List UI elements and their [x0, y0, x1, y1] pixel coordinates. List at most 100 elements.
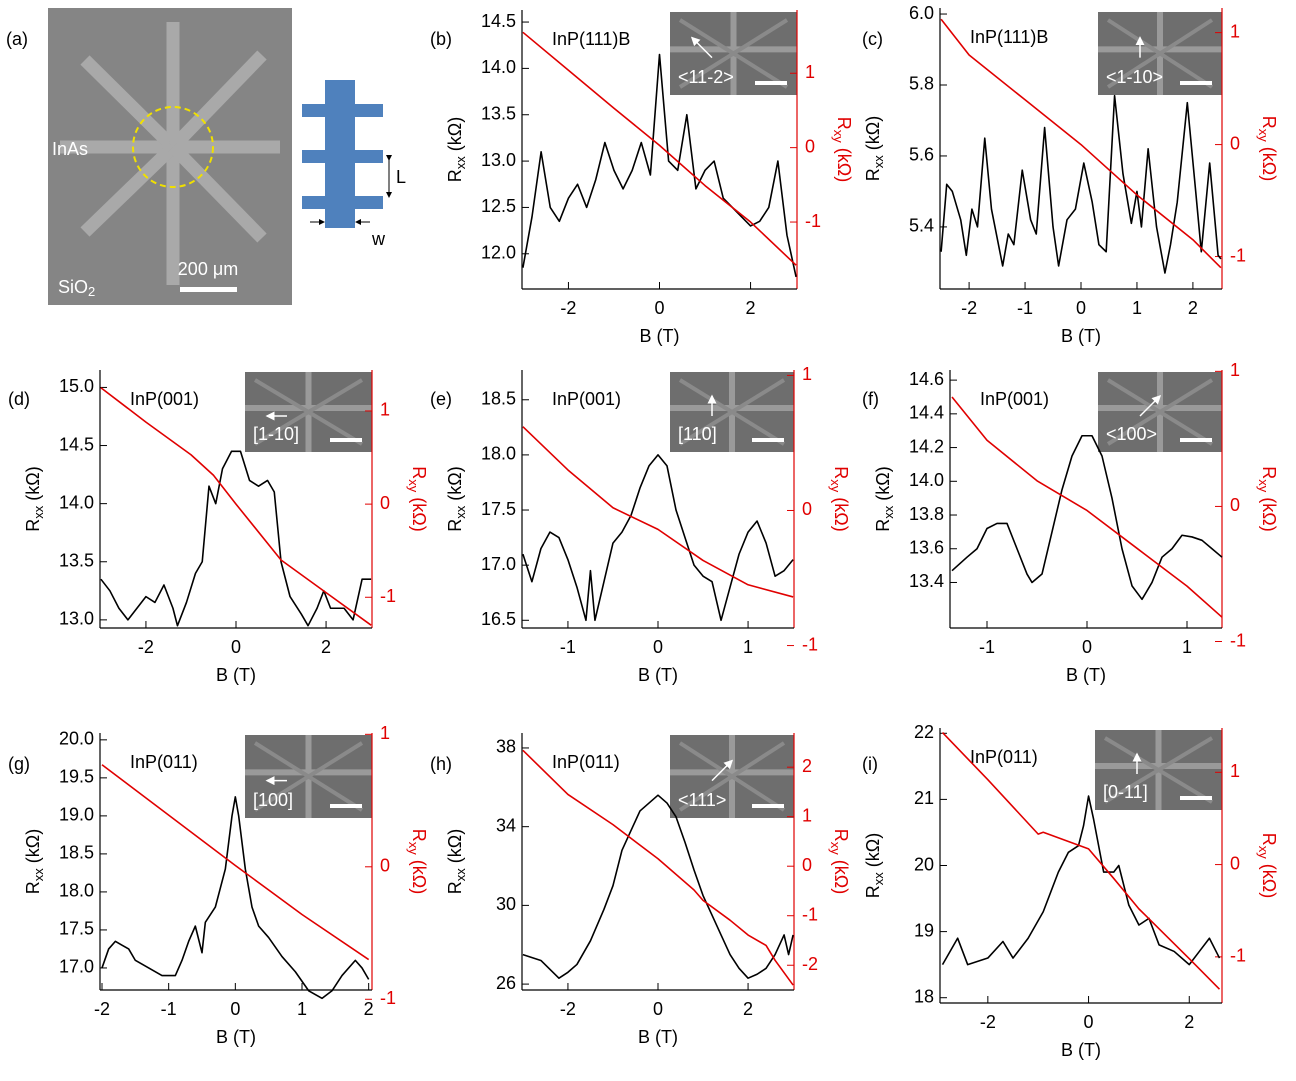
panel-label: (d): [8, 389, 30, 409]
sample-label: InP(001): [980, 389, 1049, 409]
y-tick-label: 20.0: [59, 729, 94, 749]
y2-tick-label: -1: [802, 634, 818, 654]
y2-tick-label: -1: [1230, 630, 1246, 650]
y-tick-label: 13.0: [481, 150, 516, 170]
axis-label-part: R: [831, 466, 851, 479]
panel-label: (e): [430, 389, 452, 409]
axis-label-part: xx: [881, 505, 896, 519]
y-tick-label: 13.5: [59, 551, 94, 571]
axis-label-part: (kΩ): [873, 466, 893, 505]
axis-label-part: xx: [453, 156, 468, 170]
axis-label-part: xy: [1256, 479, 1271, 493]
axis-label-part: xx: [31, 505, 46, 519]
width-label: w: [371, 229, 386, 249]
y-tick-label: 38: [496, 737, 516, 757]
axis-label-part: (kΩ): [409, 855, 429, 894]
axis-label-part: R: [873, 519, 893, 532]
axis-label-part: R: [834, 117, 854, 130]
y-tick-label: 18.0: [59, 881, 94, 901]
rxy-line: [951, 396, 1223, 618]
inset-feature: [678, 378, 786, 446]
x-axis-label: B (T): [1061, 1040, 1101, 1060]
y2-axis-label: Rxy (kΩ): [1256, 116, 1280, 181]
y-tick-label: 6.0: [909, 3, 934, 23]
y-tick-label: 34: [496, 815, 516, 835]
direction-label: [1-10]: [253, 424, 299, 444]
y2-tick-label: 0: [1230, 853, 1240, 873]
y2-tick-label: 1: [1230, 360, 1240, 380]
y-tick-label: 14.5: [59, 434, 94, 454]
y2-tick-label: -1: [802, 904, 818, 924]
axis-label-part: (kΩ): [1259, 492, 1279, 531]
rxy-line: [522, 31, 797, 266]
y-tick-label: 14.2: [909, 436, 944, 456]
y-tick-label: 18.0: [481, 444, 516, 464]
y2-tick-label: 0: [380, 493, 390, 513]
y-axis-label: Rxx (kΩ): [863, 833, 887, 898]
y-tick-label: 13.4: [909, 571, 944, 591]
x-tick-label: 1: [743, 637, 753, 657]
y-axis-label: Rxx (kΩ): [445, 829, 469, 894]
x-tick-label: -2: [138, 637, 154, 657]
axis-label-part: R: [1259, 116, 1279, 129]
y-axis-label: Rxx (kΩ): [873, 466, 897, 531]
x-tick-label: 0: [231, 637, 241, 657]
axis-label-part: (kΩ): [23, 829, 43, 868]
y2-tick-label: -1: [805, 211, 821, 231]
y2-axis-label: Rxy (kΩ): [1256, 833, 1280, 898]
y-tick-label: 5.6: [909, 145, 934, 165]
x-axis-label: B (T): [216, 665, 256, 685]
rxx-line: [940, 94, 1222, 274]
axis-label-part: R: [409, 829, 429, 842]
x-axis-label: B (T): [638, 665, 678, 685]
x-tick-label: 0: [653, 999, 663, 1019]
length-label: L: [396, 167, 406, 187]
axis-label-part: (kΩ): [445, 117, 465, 156]
y2-tick-label: 0: [802, 855, 812, 875]
axis-label-part: xy: [828, 842, 843, 856]
scale-label: 200 μm: [178, 259, 238, 279]
direction-label: [100]: [253, 790, 293, 810]
y-tick-label: 17.5: [59, 919, 94, 939]
axis-label-part: R: [23, 519, 43, 532]
inset-feature: [678, 18, 789, 89]
y2-tick-label: 0: [805, 136, 815, 156]
x-axis-label: B (T): [1061, 326, 1101, 346]
y-tick-label: 30: [496, 894, 516, 914]
x-tick-label: 0: [1076, 298, 1086, 318]
y2-tick-label: 1: [802, 364, 812, 384]
y-tick-label: 12.5: [481, 196, 516, 216]
axis-label-part: (kΩ): [831, 492, 851, 531]
y-tick-label: 12.0: [481, 243, 516, 263]
x-tick-label: -1: [161, 999, 177, 1019]
panel-label: (b): [430, 29, 452, 49]
rxx-line: [951, 434, 1223, 601]
rxy-line: [941, 732, 1221, 990]
y-tick-label: 5.8: [909, 74, 934, 94]
axis-label-part: xx: [453, 868, 468, 882]
y-axis-label: Rxx (kΩ): [23, 829, 47, 894]
direction-label: <100>: [1106, 424, 1157, 444]
x-tick-label: 0: [1082, 637, 1092, 657]
y-tick-label: 17.5: [481, 499, 516, 519]
x-tick-label: 2: [1188, 298, 1198, 318]
axis-label-part: R: [445, 881, 465, 894]
sample-label: InP(011): [970, 747, 1038, 767]
substrate-label: SiO2: [58, 277, 95, 300]
rxx-line: [522, 53, 797, 278]
y2-tick-label: 1: [1230, 761, 1240, 781]
x-tick-label: 2: [743, 999, 753, 1019]
axis-label-part: R: [863, 885, 883, 898]
x-axis-label: B (T): [640, 326, 680, 346]
panel-label: (a): [6, 29, 28, 49]
x-tick-label: 1: [1132, 298, 1142, 318]
inset-feature: [253, 378, 364, 446]
inset-feature: [1106, 18, 1214, 89]
x-tick-label: 1: [1182, 637, 1192, 657]
axis-label-part: xy: [406, 479, 421, 493]
direction-label: <111>: [678, 790, 726, 810]
axis-label-part: (kΩ): [445, 466, 465, 505]
y-tick-label: 13.0: [59, 609, 94, 629]
axis-label-part: (kΩ): [445, 829, 465, 868]
y-tick-label: 5.4: [909, 216, 934, 236]
